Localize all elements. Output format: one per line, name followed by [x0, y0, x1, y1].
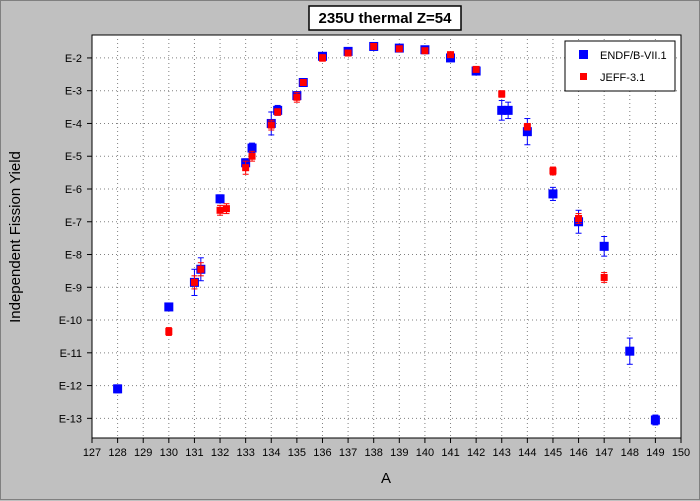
data-point: [216, 206, 224, 214]
x-tick-label: 131: [185, 447, 203, 459]
chart-title: 235U thermal Z=54: [319, 10, 453, 27]
data-point: [498, 90, 506, 98]
data-point: [274, 108, 282, 116]
x-tick-label: 144: [518, 447, 536, 459]
x-tick-label: 147: [595, 447, 613, 459]
data-point: [370, 42, 378, 50]
data-point: [248, 152, 256, 160]
x-tick-label: 139: [390, 447, 408, 459]
data-point: [344, 49, 352, 57]
x-tick-labels: 127 128 129 130 131 132 133 134 135 136 137 138 139 1…: [83, 447, 690, 459]
data-point: [503, 105, 513, 115]
x-tick-label: 137: [339, 447, 357, 459]
series-jeff: [165, 42, 608, 336]
data-point: [197, 265, 205, 273]
legend-marker-endf: [579, 50, 588, 59]
data-point: [549, 167, 557, 175]
axis-ticks: [87, 57, 682, 443]
y-tick-label: E-7: [65, 217, 82, 229]
data-point: [247, 143, 257, 153]
x-tick-label: 132: [211, 447, 229, 459]
data-point: [318, 54, 326, 62]
data-point: [472, 65, 480, 73]
legend-marker-jeff: [580, 73, 587, 80]
data-point: [599, 241, 609, 251]
x-tick-label: 136: [313, 447, 331, 459]
x-tick-label: 130: [160, 447, 178, 459]
data-point: [497, 105, 507, 115]
x-tick-label: 150: [672, 447, 690, 459]
x-axis-title: A: [381, 470, 391, 487]
x-tick-label: 145: [544, 447, 562, 459]
x-tick-label: 140: [416, 447, 434, 459]
data-point: [447, 51, 455, 59]
y-tick-label: E-8: [65, 250, 82, 262]
y-tick-label: E-11: [60, 348, 82, 360]
data-point: [625, 346, 635, 356]
data-point: [395, 45, 403, 53]
data-point: [575, 214, 583, 222]
data-point: [421, 47, 429, 55]
y-tick-labels: E-2 E-3 E-4 E-5 E-6 E-7 E-8 E-9 E-10 E-11 E-12 E-13: [59, 53, 82, 425]
y-tick-label: E-10: [59, 315, 82, 327]
x-tick-label: 138: [365, 447, 383, 459]
x-tick-label: 135: [288, 447, 306, 459]
legend-label-jeff: JEFF-3.1: [600, 72, 645, 84]
data-point: [293, 93, 301, 101]
data-point: [267, 121, 275, 129]
y-tick-label: E-4: [65, 118, 82, 130]
x-tick-label: 134: [262, 447, 280, 459]
x-tick-label: 128: [108, 447, 126, 459]
y-tick-label: E-12: [59, 381, 82, 393]
data-point: [113, 384, 123, 394]
data-point: [215, 194, 225, 204]
y-tick-label: E-5: [65, 151, 82, 163]
x-tick-label: 141: [441, 447, 459, 459]
y-tick-label: E-3: [65, 86, 82, 98]
title-box: [308, 5, 462, 31]
data-point: [650, 415, 660, 425]
x-tick-label: 148: [621, 447, 639, 459]
plot-area: [91, 34, 682, 439]
x-tick-label: 143: [493, 447, 511, 459]
x-tick-label: 142: [467, 447, 485, 459]
data-point: [190, 278, 198, 286]
data-point: [548, 189, 558, 199]
data-series: [113, 41, 660, 426]
y-axis-title: Independent Fission Yield: [7, 151, 24, 323]
x-tick-label: 129: [134, 447, 152, 459]
data-point: [299, 79, 307, 87]
legend-label-endf: ENDF/B-VII.1: [600, 50, 667, 62]
data-point: [600, 273, 608, 281]
legend: ENDF/B-VII.1 JEFF-3.1: [564, 40, 676, 92]
y-tick-label: E-2: [65, 53, 82, 65]
x-tick-label: 146: [569, 447, 587, 459]
y-tick-label: E-6: [65, 184, 82, 196]
data-point: [165, 328, 173, 336]
x-tick-label: 127: [83, 447, 101, 459]
data-point: [522, 127, 532, 137]
y-tick-label: E-9: [65, 282, 82, 294]
y-tick-label: E-13: [59, 413, 82, 425]
data-point: [164, 302, 174, 312]
data-point: [222, 205, 230, 213]
x-tick-label: 149: [646, 447, 664, 459]
data-point: [523, 123, 531, 131]
x-tick-label: 133: [236, 447, 254, 459]
data-point: [242, 164, 250, 172]
legend-box: [564, 40, 676, 92]
